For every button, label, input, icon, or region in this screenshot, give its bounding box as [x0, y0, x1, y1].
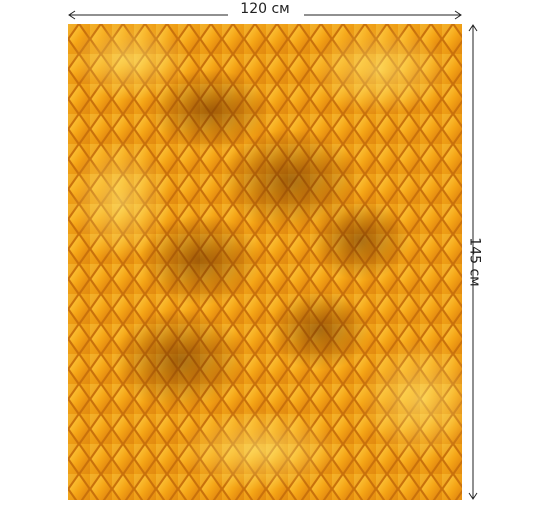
height-dimension [468, 24, 478, 500]
curtain [68, 24, 462, 500]
width-label: 120 см [240, 1, 289, 17]
height-label: 145 см [466, 237, 482, 286]
label-bg [228, 0, 304, 18]
